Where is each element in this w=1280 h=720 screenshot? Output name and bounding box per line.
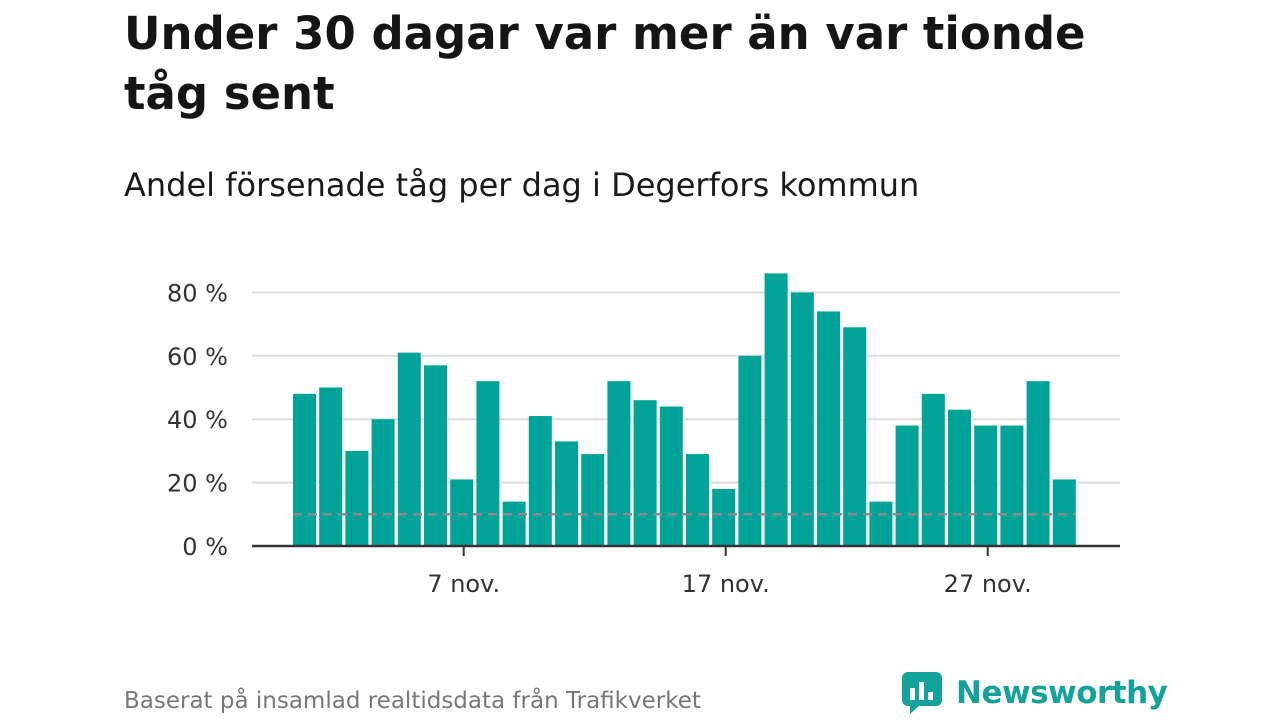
y-tick-label: 80 % bbox=[167, 279, 228, 307]
bar bbox=[974, 425, 998, 546]
chart-subtitle: Andel försenade tåg per dag i Degerfors … bbox=[124, 166, 920, 204]
bar bbox=[869, 501, 893, 546]
bar bbox=[581, 454, 605, 546]
bar bbox=[764, 273, 788, 546]
bar bbox=[817, 311, 840, 546]
bar bbox=[293, 393, 316, 546]
x-tick-label: 17 nov. bbox=[682, 570, 770, 598]
bar bbox=[921, 393, 945, 546]
bar-chart: 0 % 20 % 40 % 60 % 80 % 7 nov. 17 nov. 27 nov. bbox=[167, 273, 1120, 598]
bar bbox=[895, 425, 919, 546]
y-tick-label: 0 % bbox=[182, 533, 228, 561]
bar bbox=[633, 400, 657, 546]
bar bbox=[1026, 381, 1050, 546]
bar bbox=[790, 292, 814, 546]
bar bbox=[843, 327, 867, 546]
bar bbox=[738, 355, 762, 546]
bar bbox=[555, 441, 578, 546]
bar bbox=[528, 416, 552, 546]
brand[interactable]: Newsworthy bbox=[902, 672, 1168, 714]
x-tick-label: 7 nov. bbox=[427, 570, 500, 598]
bar bbox=[476, 381, 500, 546]
bar bbox=[371, 419, 395, 546]
source-note: Baserat på insamlad realtidsdata från Tr… bbox=[124, 688, 701, 714]
chart-title: Under 30 dagar var mer än var tionde tåg… bbox=[124, 7, 1086, 120]
bars bbox=[293, 273, 1076, 546]
bar bbox=[502, 501, 526, 546]
newsworthy-logo-icon bbox=[902, 672, 942, 714]
bar bbox=[607, 381, 631, 546]
bar bbox=[1052, 479, 1076, 546]
bar bbox=[319, 387, 343, 546]
bar bbox=[424, 365, 447, 546]
bar bbox=[345, 450, 369, 546]
bar bbox=[659, 406, 683, 546]
bar bbox=[712, 488, 736, 546]
brand-name: Newsworthy bbox=[956, 675, 1168, 711]
bar bbox=[450, 479, 474, 546]
y-tick-label: 60 % bbox=[167, 343, 228, 371]
x-tick-label: 27 nov. bbox=[944, 570, 1032, 598]
axes: 0 % 20 % 40 % 60 % 80 % 7 nov. 17 nov. 27 nov. bbox=[167, 279, 1120, 598]
y-tick-label: 20 % bbox=[167, 470, 228, 498]
bar bbox=[686, 454, 709, 546]
bar bbox=[397, 352, 421, 546]
y-tick-label: 40 % bbox=[167, 406, 228, 434]
bar bbox=[948, 409, 971, 546]
bar bbox=[1000, 425, 1024, 546]
